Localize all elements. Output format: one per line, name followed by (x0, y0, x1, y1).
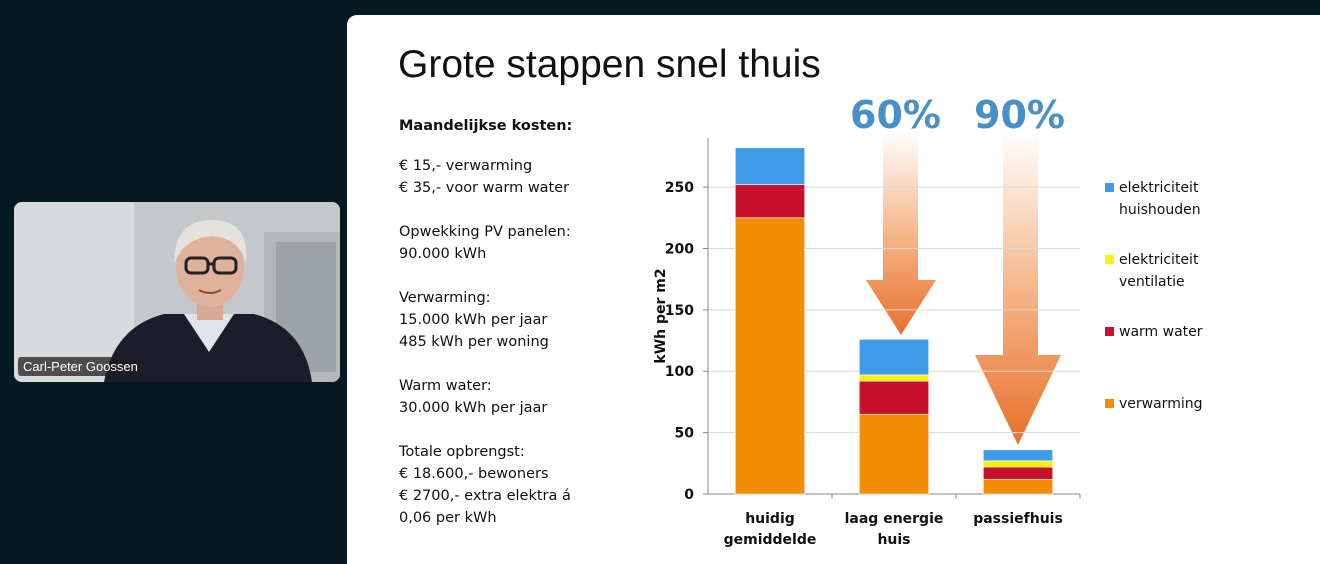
y-tick-label: 150 (665, 303, 694, 319)
note-line: € 15,- verwarming (399, 158, 532, 174)
legend-swatch (1105, 183, 1114, 192)
slide: Grote stappen snel thuis Maandelijkse ko… (347, 15, 1320, 564)
note-line: 0,06 per kWh (399, 510, 497, 526)
note-line: Opwekking PV panelen: (399, 224, 571, 240)
bar-segment (859, 339, 928, 375)
annotation: 90% (974, 93, 1065, 137)
video-tile[interactable]: Carl-Peter Goossen (14, 202, 340, 382)
bar-segment (983, 461, 1052, 467)
y-tick-label: 200 (665, 241, 694, 257)
x-tick-label: passiefhuis (958, 509, 1078, 530)
reduction-arrow (975, 130, 1061, 445)
bar-segment (735, 148, 804, 185)
y-tick-label: 100 (665, 364, 694, 380)
note-line: Warm water: (399, 378, 492, 394)
page: Video call - slide html, body { margin: … (0, 0, 1320, 564)
y-tick-label: 250 (665, 180, 694, 196)
participant-name: Carl-Peter Goossen (18, 357, 143, 376)
screen: {"participant": {"name": "Carl-Peter Goo… (0, 0, 1320, 564)
legend-label: elektriciteit huishouden (1119, 177, 1219, 221)
legend-swatch (1105, 327, 1114, 336)
legend-label: verwarming (1119, 393, 1219, 415)
bar-segment (983, 467, 1052, 479)
x-tick-label: huidig gemiddelde (710, 509, 830, 551)
bar-segment (859, 381, 928, 414)
legend-swatch (1105, 399, 1114, 408)
x-tick-label: laag energie huis (834, 509, 954, 551)
reduction-arrow (866, 130, 936, 335)
bar-segment (859, 375, 928, 381)
bar-segment (735, 218, 804, 494)
note-line: Totale opbrengst: (399, 444, 525, 460)
note-line: € 18.600,- bewoners (399, 466, 549, 482)
legend-label: elektriciteit ventilatie (1119, 249, 1219, 293)
note-line: 90.000 kWh (399, 246, 486, 262)
bar-segment (859, 414, 928, 494)
camera-image (14, 202, 340, 382)
note-line: 30.000 kWh per jaar (399, 400, 547, 416)
bar-segment (983, 479, 1052, 494)
note-line: 485 kWh per woning (399, 334, 549, 350)
legend-swatch (1105, 255, 1114, 264)
note-line: € 2700,- extra elektra á (399, 488, 571, 504)
y-tick-label: 0 (684, 487, 694, 503)
y-axis-label: kWh per m2 (653, 268, 669, 363)
bar-segment (735, 185, 804, 218)
y-tick-label: 50 (675, 426, 695, 442)
bar-segment (983, 450, 1052, 461)
annotation: 60% (850, 93, 941, 137)
note-line: € 35,- voor warm water (399, 180, 569, 196)
note-line: 15.000 kWh per jaar (399, 312, 547, 328)
note-line: Verwarming: (399, 290, 491, 306)
legend-label: warm water (1119, 321, 1219, 343)
